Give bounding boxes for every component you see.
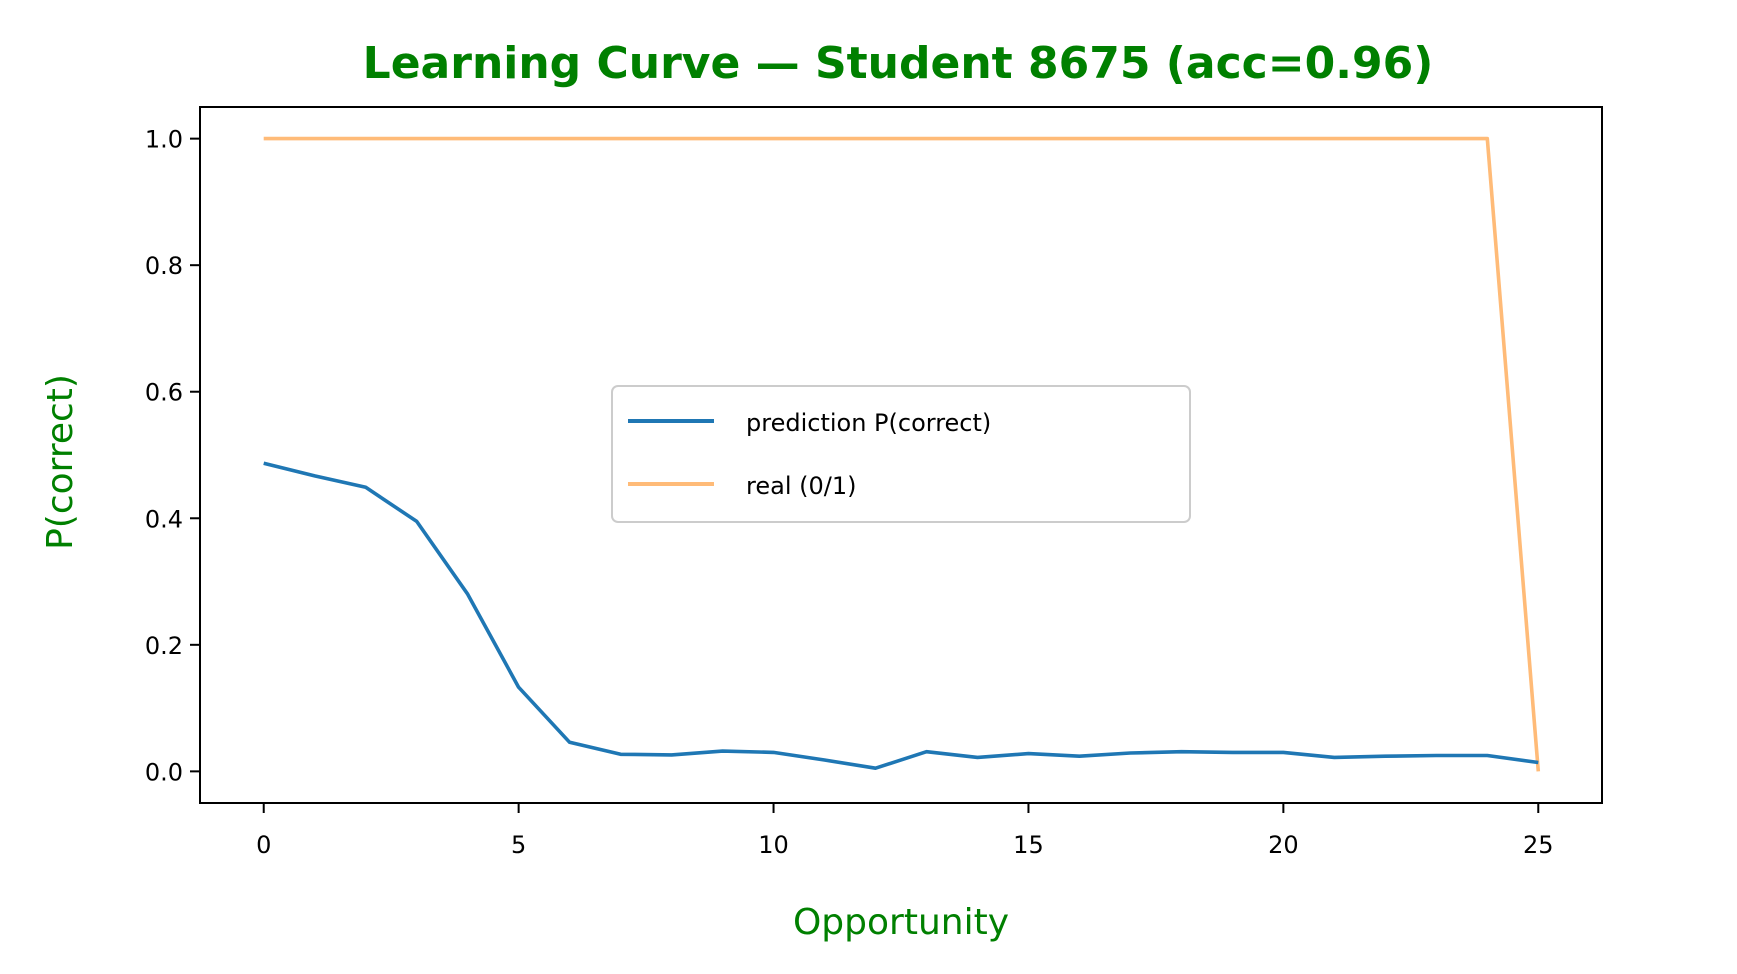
data-point-prediction (620, 754, 621, 755)
y-tick-label: 0.6 (145, 379, 183, 407)
y-tick-label: 0.4 (145, 505, 183, 533)
data-point-real (1079, 138, 1080, 139)
data-point-prediction (1283, 752, 1284, 753)
data-point-real (977, 138, 978, 139)
data-point-real (1385, 138, 1386, 139)
data-point-real (518, 138, 519, 139)
series-line-prediction (263, 461, 1539, 771)
series-layer (263, 136, 1541, 772)
data-point-real (1181, 138, 1182, 139)
data-point-prediction (773, 752, 774, 753)
data-point-prediction (1487, 755, 1488, 756)
data-point-real (314, 138, 315, 139)
data-point-real (620, 138, 621, 139)
legend-label-real: real (0/1) (746, 472, 856, 500)
y-tick-label: 0.2 (145, 632, 183, 660)
x-tick-label: 10 (758, 831, 789, 859)
x-tick-label: 20 (1268, 831, 1299, 859)
legend-label-prediction: prediction P(correct) (746, 409, 991, 437)
data-point-real (263, 138, 264, 139)
data-point-real (1436, 138, 1437, 139)
data-point-real (1232, 138, 1233, 139)
data-point-real (1538, 771, 1539, 772)
data-point-real (365, 138, 366, 139)
y-tick-label: 1.0 (145, 126, 183, 154)
data-point-prediction (1334, 757, 1335, 758)
data-point-real (671, 138, 672, 139)
data-point-prediction (977, 757, 978, 758)
data-point-prediction (365, 487, 366, 488)
data-point-prediction (926, 751, 927, 752)
x-tick-label: 25 (1523, 831, 1554, 859)
data-point-real (875, 138, 876, 139)
data-point-prediction (1385, 756, 1386, 757)
data-point-prediction (1181, 751, 1182, 752)
data-point-real (1283, 138, 1284, 139)
data-point-real (722, 138, 723, 139)
plot-frame (199, 106, 1603, 804)
data-point-prediction (722, 751, 723, 752)
legend-box (611, 385, 1191, 523)
y-tick-label: 0.8 (145, 252, 183, 280)
data-point-real (1487, 138, 1488, 139)
y-axis-label: P(correct) (40, 374, 81, 550)
data-point-real (416, 138, 417, 139)
x-axis-label: Opportunity (793, 902, 1009, 943)
data-point-prediction (1436, 755, 1437, 756)
x-tick-label: 5 (511, 831, 526, 859)
data-point-prediction (1028, 753, 1029, 754)
data-point-prediction (671, 754, 672, 755)
x-tick-label: 0 (256, 831, 271, 859)
data-point-prediction (1538, 762, 1539, 763)
data-point-real (824, 138, 825, 139)
data-point-real (569, 138, 570, 139)
series-line-real (263, 136, 1541, 772)
data-point-prediction (824, 759, 825, 760)
data-point-prediction (875, 768, 876, 769)
data-point-real (926, 138, 927, 139)
data-point-prediction (263, 463, 264, 464)
data-point-real (773, 138, 774, 139)
data-point-real (1028, 138, 1029, 139)
y-tick-label: 0.0 (145, 758, 183, 786)
data-point-prediction (314, 475, 315, 476)
data-point-prediction (1079, 756, 1080, 757)
data-point-prediction (569, 742, 570, 743)
x-tick-label: 15 (1013, 831, 1044, 859)
data-point-prediction (1130, 752, 1131, 753)
data-point-real (467, 138, 468, 139)
data-point-prediction (416, 521, 417, 522)
data-point-prediction (467, 594, 468, 595)
data-point-prediction (1232, 752, 1233, 753)
x-axis-ticks: 0 5 10 15 20 25 (256, 803, 1554, 859)
y-axis-ticks: 0.0 0.2 0.4 0.6 0.8 1.0 (145, 126, 200, 786)
data-point-real (1334, 138, 1335, 139)
data-point-real (1130, 138, 1131, 139)
legend: prediction P(correct) real (0/1) (611, 385, 1191, 523)
data-point-prediction (518, 687, 519, 688)
chart-title: Learning Curve — Student 8675 (acc=0.96) (363, 38, 1434, 89)
